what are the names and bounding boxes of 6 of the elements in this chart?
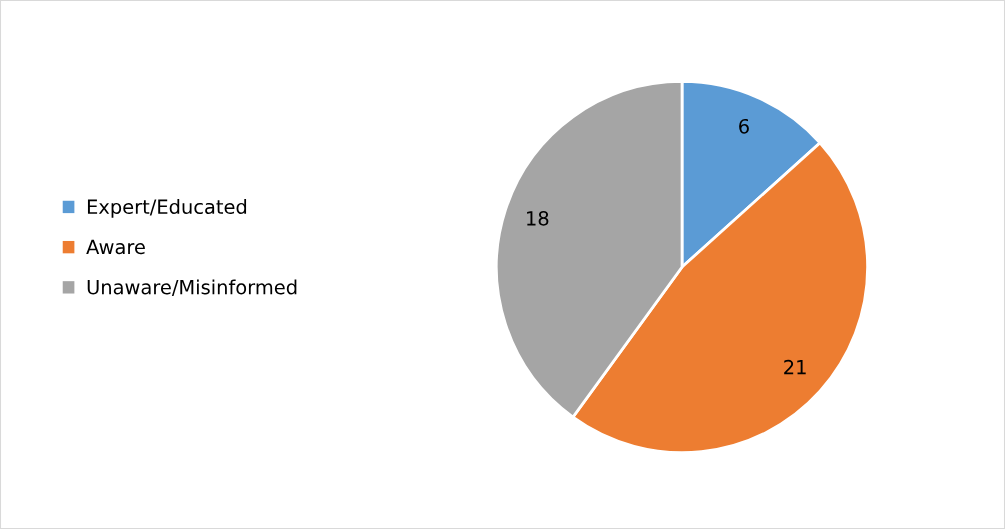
data-label: 18 (527, 210, 549, 226)
data-label: 6 (739, 118, 749, 134)
data-label: 21 (784, 359, 806, 375)
legend-label: Unaware/Misinformed (87, 279, 297, 297)
legend-label: Expert/Educated (87, 199, 247, 218)
legend-label: Aware (86, 239, 145, 255)
